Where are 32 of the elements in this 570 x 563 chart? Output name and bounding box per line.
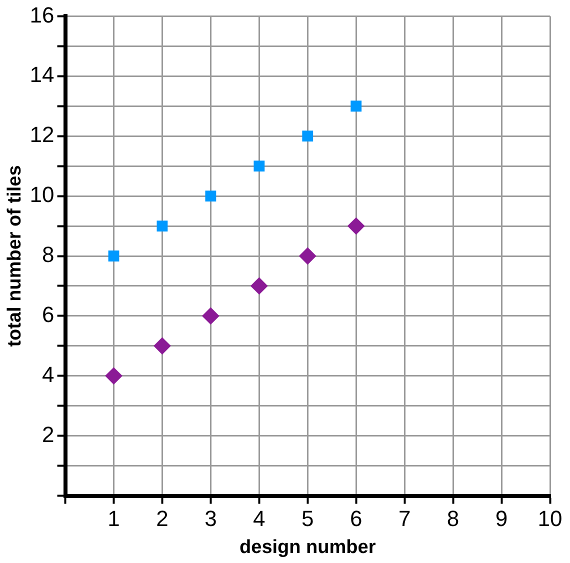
y-tick-label: 2 [42, 422, 54, 447]
x-tick-label: 1 [108, 506, 120, 532]
point [350, 100, 362, 112]
y-tick-label: 12 [30, 122, 54, 148]
point [250, 277, 268, 294]
x-tick-label: 9 [495, 506, 508, 532]
point [348, 218, 365, 235]
x-tick-label: 6 [350, 506, 362, 532]
x-tick-label: 2 [156, 506, 168, 532]
x-tick-label: 4 [253, 506, 266, 532]
x-axis-title: design number [240, 536, 376, 558]
x-tick-label: 10 [538, 506, 562, 532]
x-tick-label: 8 [446, 506, 460, 532]
point [154, 337, 171, 354]
x-tick-label: 3 [204, 506, 217, 532]
point [254, 160, 265, 172]
y-tick-label: 4 [42, 362, 54, 387]
point [205, 190, 216, 202]
point [302, 130, 314, 142]
point [202, 307, 220, 324]
y-axis-title: total number of tiles [4, 165, 26, 347]
point [299, 248, 316, 264]
y-tick-label: 6 [42, 302, 54, 328]
y-tick-label: 8 [42, 242, 54, 268]
y-tick-label: 10 [30, 182, 54, 208]
point [156, 220, 168, 232]
y-tick-label: 14 [30, 62, 54, 88]
y-tick-label: 16 [30, 2, 54, 28]
point [105, 367, 122, 384]
x-tick-label: 7 [398, 506, 411, 532]
point [108, 250, 120, 262]
x-tick-label: 5 [302, 506, 314, 532]
